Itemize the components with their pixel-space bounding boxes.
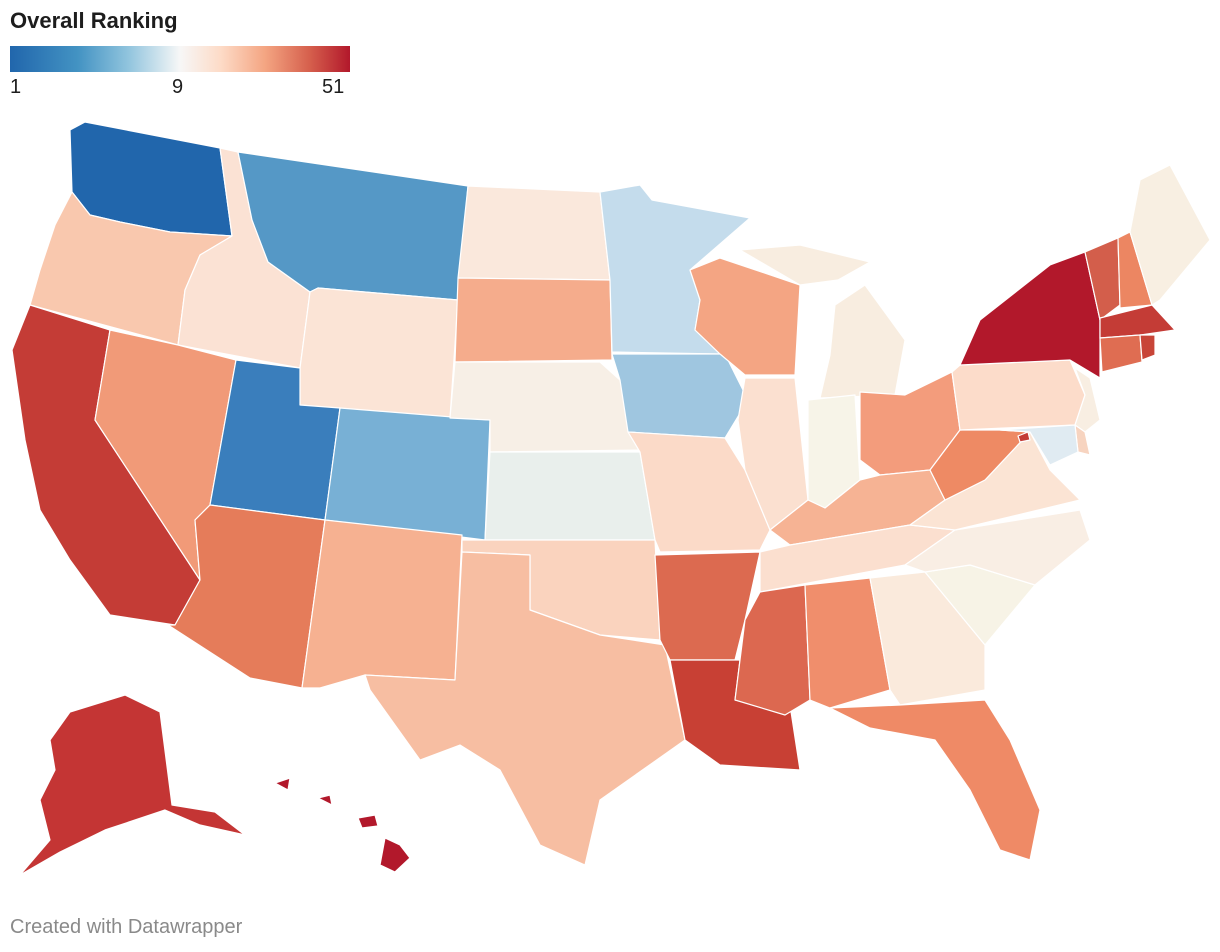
- state-ny[interactable]: [959, 251, 1101, 379]
- state-hi[interactable]: [274, 777, 411, 873]
- state-al[interactable]: [804, 577, 891, 709]
- state-tx[interactable]: [364, 551, 686, 866]
- state-wy[interactable]: [299, 287, 459, 419]
- state-ks[interactable]: [484, 451, 656, 541]
- state-nm[interactable]: [301, 519, 463, 689]
- state-ne[interactable]: [449, 361, 641, 453]
- state-ct[interactable]: [1099, 334, 1143, 373]
- state-ia[interactable]: [611, 353, 749, 439]
- state-md[interactable]: [999, 424, 1079, 466]
- state-sd[interactable]: [454, 277, 613, 363]
- color-legend-bar: [10, 46, 350, 72]
- map-title: Overall Ranking: [10, 8, 178, 33]
- state-mo[interactable]: [627, 431, 771, 553]
- state-pa[interactable]: [951, 359, 1086, 431]
- legend-max-label: 51: [322, 76, 345, 98]
- state-wi[interactable]: [689, 257, 801, 376]
- state-co[interactable]: [324, 407, 491, 541]
- state-ma[interactable]: [1099, 304, 1176, 339]
- legend-mid-label: 9: [172, 76, 184, 98]
- state-fl[interactable]: [829, 699, 1041, 861]
- state-nc[interactable]: [904, 509, 1091, 586]
- legend-min-label: 1: [10, 76, 22, 98]
- state-nd[interactable]: [457, 185, 611, 281]
- state-ak[interactable]: [19, 694, 246, 876]
- state-ri[interactable]: [1139, 334, 1156, 361]
- credit-footer: Created with Datawrapper: [10, 916, 243, 938]
- us-choropleth-map: [11, 121, 1211, 876]
- state-dc[interactable]: [1017, 431, 1031, 443]
